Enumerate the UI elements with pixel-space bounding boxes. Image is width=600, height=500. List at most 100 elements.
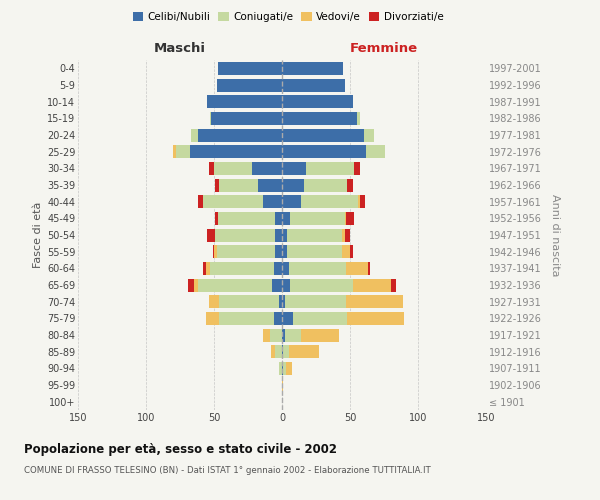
Bar <box>173 145 176 158</box>
Bar <box>197 195 203 208</box>
Bar <box>215 178 220 192</box>
Bar <box>282 378 283 392</box>
Bar <box>293 312 347 325</box>
Bar <box>210 112 211 125</box>
Bar <box>207 95 282 108</box>
Bar <box>364 128 374 141</box>
Bar <box>344 212 346 225</box>
Bar <box>282 95 353 108</box>
Bar <box>282 178 304 192</box>
Bar <box>218 62 282 75</box>
Bar <box>289 345 319 358</box>
Bar <box>211 112 282 125</box>
Bar <box>282 62 343 75</box>
Bar <box>353 278 391 291</box>
Bar <box>282 112 357 125</box>
Bar <box>209 162 214 175</box>
Bar <box>279 295 282 308</box>
Bar <box>271 345 275 358</box>
Bar <box>347 312 404 325</box>
Bar <box>207 228 215 241</box>
Bar <box>282 162 307 175</box>
Text: Maschi: Maschi <box>154 42 206 55</box>
Bar <box>252 162 282 175</box>
Bar <box>282 345 283 358</box>
Bar <box>282 145 367 158</box>
Bar <box>391 278 396 291</box>
Bar <box>275 228 282 241</box>
Text: Popolazione per età, sesso e stato civile - 2002: Popolazione per età, sesso e stato civil… <box>24 442 337 456</box>
Bar <box>290 278 353 291</box>
Bar <box>203 262 206 275</box>
Legend: Celibi/Nubili, Coniugati/e, Vedovi/e, Divorziati/e: Celibi/Nubili, Coniugati/e, Vedovi/e, Di… <box>128 8 448 26</box>
Bar <box>272 278 282 291</box>
Bar <box>270 328 282 342</box>
Bar <box>220 295 279 308</box>
Bar <box>304 178 347 192</box>
Bar <box>215 228 275 241</box>
Bar <box>282 362 283 375</box>
Bar <box>283 362 286 375</box>
Bar <box>285 295 346 308</box>
Bar <box>209 295 220 308</box>
Y-axis label: Anni di nascita: Anni di nascita <box>550 194 560 276</box>
Bar <box>215 212 218 225</box>
Bar <box>282 295 285 308</box>
Bar <box>197 278 272 291</box>
Bar <box>214 162 252 175</box>
Bar <box>287 245 342 258</box>
Bar <box>282 128 364 141</box>
Bar <box>275 245 282 258</box>
Bar <box>206 262 210 275</box>
Bar <box>285 328 301 342</box>
Bar <box>194 278 197 291</box>
Bar <box>282 245 287 258</box>
Bar <box>188 278 194 291</box>
Bar <box>220 178 257 192</box>
Bar <box>282 328 285 342</box>
Bar <box>354 162 359 175</box>
Bar <box>282 228 287 241</box>
Bar <box>282 278 290 291</box>
Bar <box>257 178 282 192</box>
Bar <box>344 228 350 241</box>
Bar <box>342 228 344 241</box>
Y-axis label: Fasce di età: Fasce di età <box>32 202 43 268</box>
Bar <box>220 312 274 325</box>
Bar <box>350 245 353 258</box>
Bar <box>290 212 344 225</box>
Text: COMUNE DI FRASSO TELESINO (BN) - Dati ISTAT 1° gennaio 2002 - Elaborazione TUTTI: COMUNE DI FRASSO TELESINO (BN) - Dati IS… <box>24 466 431 475</box>
Bar <box>190 145 282 158</box>
Bar <box>282 312 293 325</box>
Bar <box>176 145 190 158</box>
Bar <box>263 195 282 208</box>
Bar <box>275 212 282 225</box>
Bar <box>274 262 282 275</box>
Bar <box>214 245 217 258</box>
Bar <box>274 312 282 325</box>
Bar <box>279 362 282 375</box>
Bar <box>301 328 339 342</box>
Bar <box>358 195 359 208</box>
Bar <box>282 262 289 275</box>
Bar <box>275 345 282 358</box>
Bar <box>283 345 289 358</box>
Bar <box>346 262 368 275</box>
Bar <box>282 212 290 225</box>
Bar <box>282 78 344 92</box>
Bar <box>217 78 282 92</box>
Bar <box>342 245 350 258</box>
Bar <box>368 262 370 275</box>
Bar <box>346 212 354 225</box>
Bar <box>206 312 220 325</box>
Bar <box>282 195 301 208</box>
Bar <box>357 112 359 125</box>
Bar <box>367 145 385 158</box>
Bar <box>289 262 346 275</box>
Bar <box>286 362 292 375</box>
Text: Femmine: Femmine <box>350 42 418 55</box>
Bar <box>212 245 214 258</box>
Bar <box>191 128 197 141</box>
Bar <box>197 128 282 141</box>
Bar <box>218 212 275 225</box>
